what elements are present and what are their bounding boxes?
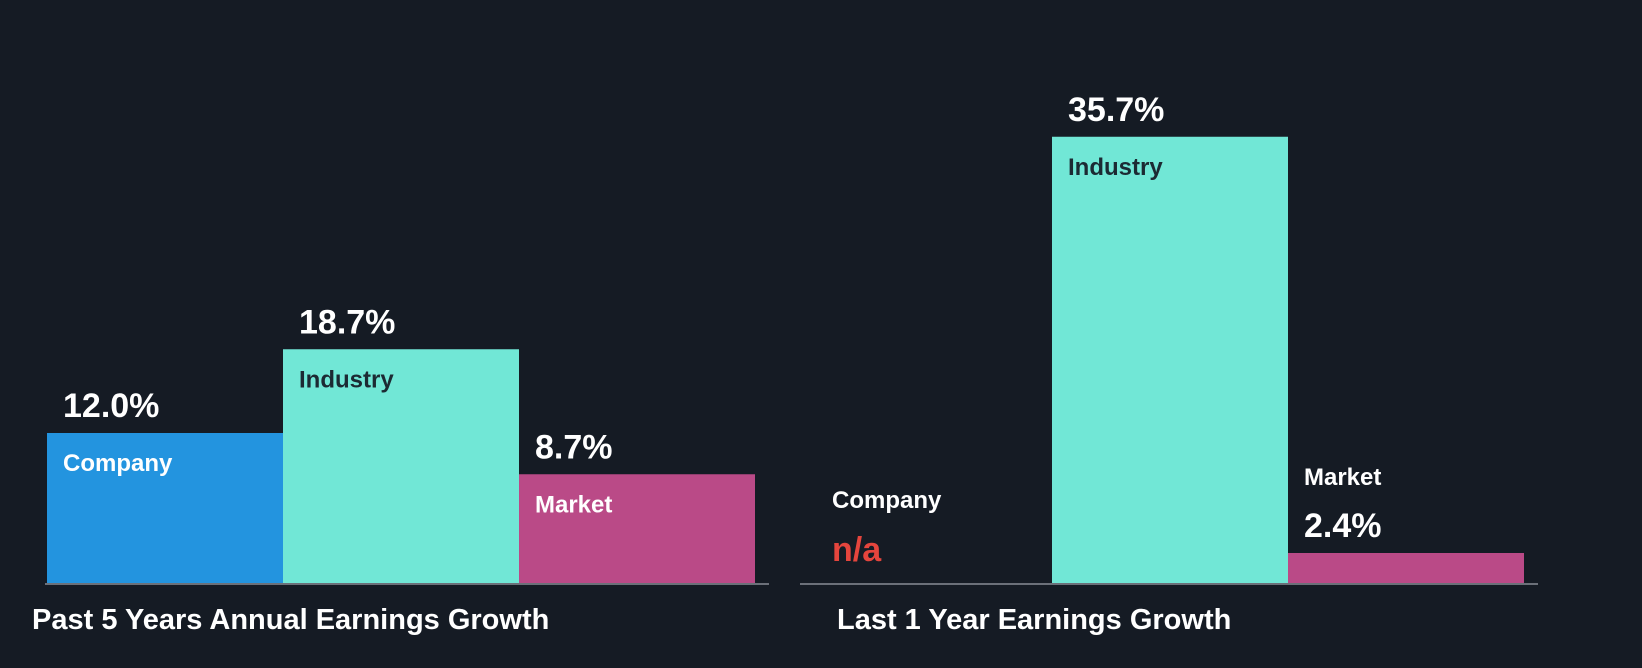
p5y-industry-category-label: Industry: [299, 366, 394, 393]
p5y-company-bar: [47, 433, 283, 583]
past-5-years-title: Past 5 Years Annual Earnings Growth: [32, 604, 550, 636]
last-1-year-title: Last 1 Year Earnings Growth: [837, 604, 1232, 636]
p5y-industry-bar: [283, 349, 519, 583]
l1y-market-category-label: Market: [1304, 464, 1381, 491]
l1y-industry-bar: [1052, 136, 1288, 583]
p5y-market-value-label: 8.7%: [535, 428, 613, 466]
p5y-company-value-label: 12.0%: [63, 387, 159, 425]
l1y-market-bar: [1288, 553, 1524, 583]
l1y-industry-value-label: 35.7%: [1068, 91, 1164, 129]
p5y-industry-value-label: 18.7%: [299, 303, 395, 341]
past-5-years-chart: 12.0% Company 18.7% Industry 8.7% Market: [45, 303, 769, 585]
l1y-industry-category-label: Industry: [1068, 154, 1163, 181]
l1y-market-value-label: 2.4%: [1304, 507, 1382, 545]
last-1-year-chart: Company n/a 35.7% Industry Market 2.4%: [800, 91, 1538, 585]
l1y-company-value-label: n/a: [832, 531, 882, 569]
p5y-company-category-label: Company: [63, 450, 173, 477]
p5y-market-bar: [519, 474, 755, 583]
l1y-company-category-label: Company: [832, 487, 942, 514]
p5y-market-category-label: Market: [535, 491, 612, 518]
